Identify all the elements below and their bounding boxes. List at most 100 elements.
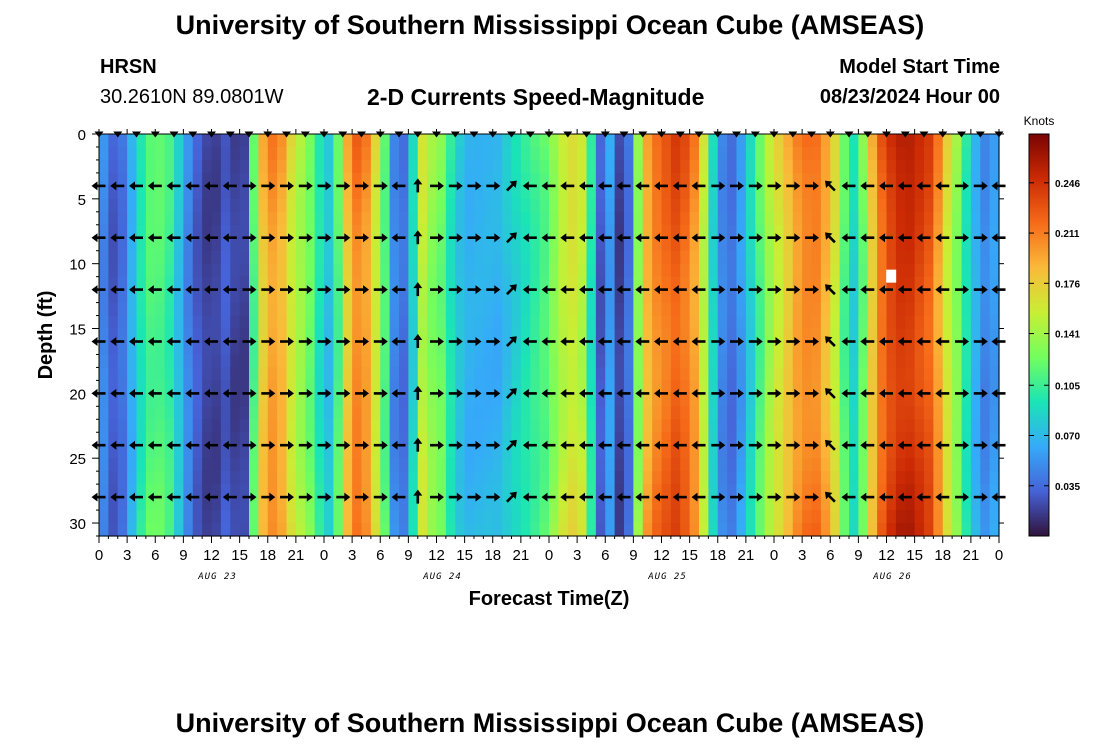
- current-arrow: [505, 439, 517, 451]
- heatmap-cell: [586, 432, 597, 446]
- heatmap-cell: [886, 237, 897, 252]
- heatmap-cell: [811, 367, 822, 381]
- current-arrow: [317, 337, 332, 346]
- heatmap-cell: [661, 159, 672, 174]
- heatmap-cell: [605, 510, 616, 524]
- heatmap-cell: [549, 471, 559, 485]
- heatmap-cell: [389, 523, 400, 537]
- heatmap-cell: [333, 134, 344, 148]
- heatmap-cell: [680, 354, 691, 369]
- heatmap-cell: [952, 380, 963, 394]
- heatmap-cell: [811, 198, 822, 213]
- heatmap-cell: [895, 523, 906, 537]
- heatmap-cell: [408, 432, 419, 446]
- heatmap-cell: [380, 419, 391, 433]
- current-arrow: [973, 388, 988, 398]
- heatmap-cell: [267, 172, 278, 187]
- heatmap-cell: [661, 211, 672, 226]
- heatmap-cell: [605, 211, 616, 226]
- heatmap-cell: [539, 250, 550, 265]
- current-arrow: [448, 285, 463, 295]
- heatmap-cell: [408, 159, 419, 174]
- heatmap-cell: [980, 159, 991, 174]
- heatmap-cell: [305, 367, 316, 381]
- heatmap-cell: [127, 471, 138, 485]
- heatmap-cell: [886, 315, 897, 330]
- heatmap-cell: [417, 510, 428, 524]
- current-arrow: [522, 337, 537, 346]
- heatmap-cell: [314, 497, 325, 511]
- heatmap-cell: [680, 263, 691, 278]
- heatmap-cell: [567, 289, 578, 304]
- heatmap-cell: [530, 146, 541, 161]
- current-arrow: [373, 440, 388, 450]
- heatmap-cell: [445, 146, 456, 161]
- heatmap-cell: [624, 198, 634, 213]
- current-arrow: [430, 233, 444, 243]
- heatmap-cell: [127, 484, 138, 498]
- station-id: HRSN: [100, 56, 157, 78]
- heatmap-cell: [783, 445, 794, 459]
- current-arrow: [672, 337, 687, 346]
- heatmap-cell: [117, 315, 128, 330]
- heatmap-cell: [408, 380, 419, 394]
- heatmap-cell: [924, 393, 934, 407]
- heatmap-cell: [895, 276, 906, 291]
- heatmap-cell: [530, 341, 541, 356]
- heatmap-cell: [295, 471, 306, 485]
- heatmap-cell: [886, 302, 897, 317]
- heatmap-cell: [736, 341, 747, 356]
- heatmap-cell: [136, 458, 147, 472]
- heatmap-cell: [399, 432, 409, 446]
- heatmap-cell: [511, 302, 522, 317]
- current-arrow: [597, 233, 612, 243]
- heatmap-cell: [220, 458, 231, 472]
- current-arrow: [635, 337, 650, 346]
- heatmap-cell: [342, 510, 353, 524]
- current-arrow: [391, 181, 406, 191]
- heatmap-cell: [830, 328, 841, 343]
- heatmap-cell: [811, 134, 822, 148]
- current-arrow: [355, 388, 369, 398]
- heatmap-cell: [277, 172, 288, 187]
- heatmap-cell: [145, 458, 156, 472]
- heatmap-cell: [155, 419, 166, 433]
- current-arrow: [430, 285, 444, 295]
- heatmap-cell: [445, 458, 456, 472]
- heatmap-cell: [183, 224, 194, 239]
- heatmap-cell: [502, 237, 513, 252]
- heatmap-cell: [520, 328, 531, 343]
- heatmap-cell: [145, 250, 156, 265]
- heatmap-cell: [502, 159, 513, 174]
- heatmap-cell: [445, 471, 456, 485]
- heatmap-cell: [361, 237, 372, 252]
- heatmap-cell: [164, 185, 175, 200]
- heatmap-cell: [905, 276, 916, 291]
- current-arrow: [336, 440, 351, 450]
- heatmap-cell: [108, 354, 119, 369]
- heatmap-cell: [520, 432, 531, 446]
- heatmap-cell: [277, 276, 288, 291]
- heatmap-cell: [905, 471, 916, 485]
- heatmap-cell: [811, 341, 822, 356]
- heatmap-cell: [108, 497, 119, 511]
- footer-title: University of Southern Mississippi Ocean…: [175, 708, 925, 738]
- heatmap-cell: [989, 341, 1000, 356]
- current-arrow: [222, 233, 237, 243]
- max-speed-marker: [886, 269, 897, 283]
- heatmap-cell: [108, 458, 119, 472]
- heatmap-cell: [877, 315, 888, 330]
- heatmap-cell: [830, 471, 841, 485]
- heatmap-cell: [717, 159, 728, 174]
- heatmap-cell: [792, 276, 803, 291]
- heatmap-cell: [483, 419, 494, 433]
- heatmap-cell: [361, 432, 372, 446]
- heatmap-cell: [895, 367, 906, 381]
- heatmap-cell: [136, 250, 147, 265]
- heatmap-cell: [605, 276, 616, 291]
- heatmap-cell: [670, 289, 681, 304]
- heatmap-cell: [830, 341, 841, 356]
- heatmap-cell: [914, 458, 925, 472]
- heatmap-cell: [905, 185, 916, 200]
- heatmap-cell: [99, 432, 109, 446]
